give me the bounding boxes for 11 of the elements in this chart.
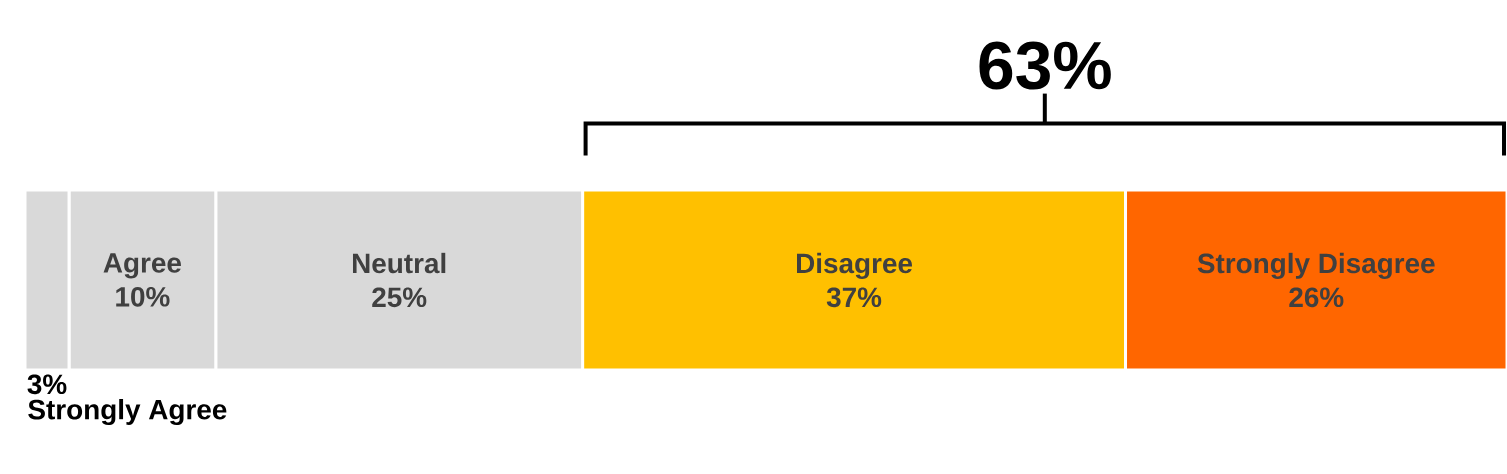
data-label: 26% xyxy=(1289,287,1344,308)
series-label: Neutral xyxy=(352,252,446,274)
text: 63% xyxy=(979,41,1111,90)
series-label: Strongly Disagree xyxy=(1197,252,1435,279)
series-label: Agree xyxy=(103,253,181,279)
series-label: Strongly Agree xyxy=(28,398,227,426)
data-label: 37% xyxy=(826,287,882,308)
series-label: Disagree xyxy=(797,252,913,279)
data-label: 25% xyxy=(372,287,427,308)
data-label: 10% xyxy=(116,286,170,307)
data-label: 3% xyxy=(27,374,67,395)
